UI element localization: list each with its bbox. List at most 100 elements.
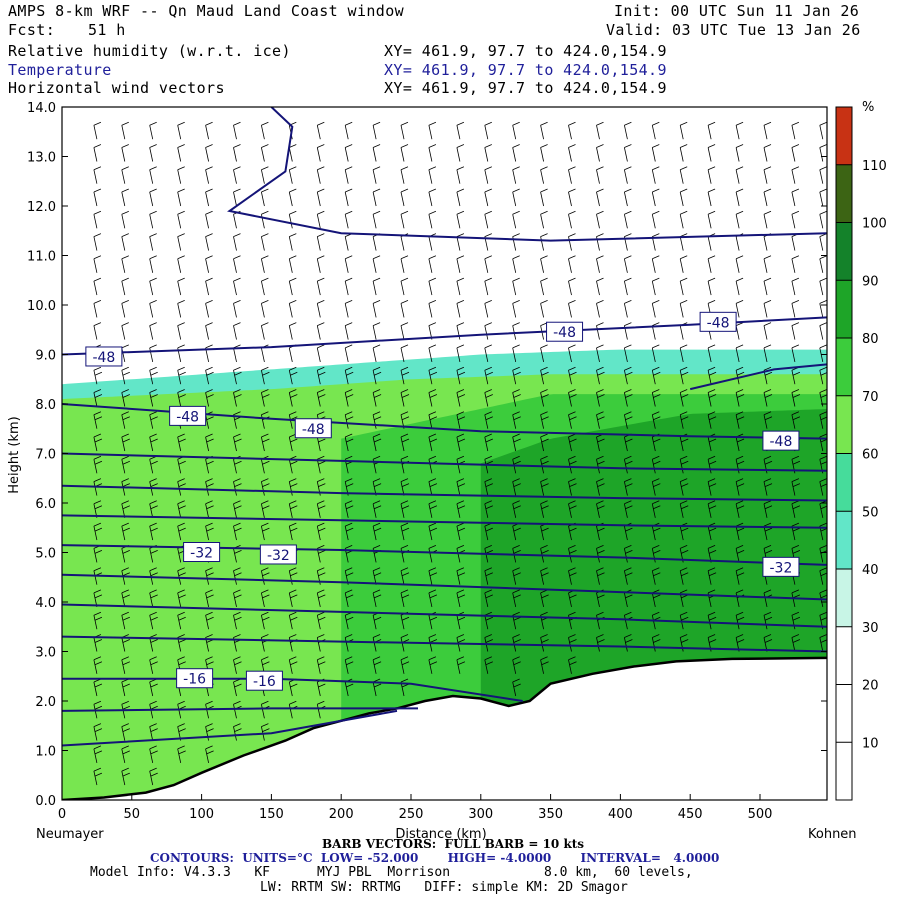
wind-barb — [679, 210, 688, 229]
wind-barb — [512, 344, 520, 362]
valid-time: Valid: 03 UTC Tue 13 Jan 26 — [606, 21, 861, 39]
wind-barb — [624, 300, 632, 318]
wind-barb — [568, 277, 576, 296]
wind-barb — [540, 210, 548, 229]
wind-barb — [735, 522, 745, 541]
wind-barb — [428, 389, 438, 407]
model-info: Model Info: V4.3.3 KF MYJ PBL Morrison 8… — [90, 865, 693, 880]
wind-barb — [568, 188, 576, 207]
wind-barb — [651, 634, 661, 652]
y-tick-label: 0.0 — [35, 794, 56, 809]
wind-barb — [177, 210, 185, 229]
wind-barb — [177, 634, 186, 652]
wind-barb — [121, 210, 129, 229]
wind-barb — [261, 255, 269, 273]
rh-shading — [62, 349, 827, 800]
wind-barb — [624, 455, 633, 474]
wind-barb — [121, 656, 130, 674]
wind-barb — [372, 522, 382, 541]
wind-barb — [121, 700, 130, 719]
wind-barb — [233, 478, 242, 496]
terrain-fill — [62, 657, 827, 800]
wind-barb — [484, 611, 493, 630]
wind-barb — [400, 433, 410, 452]
wind-barb — [651, 233, 660, 251]
wind-barb — [93, 656, 103, 674]
wind-barb — [261, 233, 269, 251]
wind-barb — [149, 210, 157, 229]
wind-barb — [400, 389, 410, 407]
wind-barb — [233, 322, 241, 340]
wind-barb — [456, 656, 466, 674]
wind-barb — [512, 121, 520, 140]
wind-barb — [596, 166, 604, 184]
wind-barb — [512, 678, 521, 697]
wind-barb — [316, 121, 325, 140]
terrain — [62, 656, 827, 800]
wind-barb — [233, 389, 242, 407]
wind-barb — [93, 300, 102, 318]
wind-barb — [344, 589, 354, 607]
wind-barb — [568, 121, 576, 140]
y-axis-label: Height (km) — [7, 416, 22, 493]
wind-barb — [651, 545, 661, 563]
wind-barb — [372, 233, 381, 251]
wind-barb — [149, 300, 157, 318]
wind-barb — [372, 500, 382, 518]
wind-barb — [316, 255, 325, 273]
wind-barb — [456, 500, 466, 518]
wind-barb — [205, 210, 213, 229]
wind-barb — [540, 144, 548, 162]
wind-barb — [205, 344, 213, 362]
wind-barb — [651, 500, 661, 518]
wind-barb — [149, 144, 157, 162]
contour-label-box — [294, 418, 332, 439]
field-xy-rh: XY= 461.9, 97.7 to 424.0,154.9 — [384, 42, 667, 60]
colorbar-unit: % — [862, 100, 874, 115]
wind-barb — [177, 322, 185, 340]
wind-barb — [596, 478, 605, 496]
wind-barb — [428, 210, 437, 229]
wind-barb — [512, 144, 520, 162]
wind-barb — [261, 500, 270, 518]
wind-barb — [372, 344, 381, 362]
wind-barb — [484, 567, 493, 585]
wind-barb — [484, 255, 492, 273]
y-tick-label: 11.0 — [27, 250, 56, 265]
wind-barb — [484, 277, 492, 296]
y-tick-label: 8.0 — [35, 398, 56, 413]
wind-barb — [149, 611, 158, 630]
colorbar-segment — [836, 684, 852, 743]
wind-barb — [121, 745, 130, 763]
wind-barb — [791, 478, 801, 496]
wind-barb — [372, 322, 381, 340]
wind-barb — [428, 500, 438, 518]
contour-label: -16 — [183, 672, 206, 688]
wind-barb — [791, 210, 800, 229]
colorbar-label: 50 — [862, 505, 879, 520]
wind-barb — [93, 611, 103, 630]
wind-barb — [484, 589, 493, 607]
temperature-contour — [689, 363, 827, 391]
wind-barb — [316, 455, 326, 474]
wind-barb — [540, 478, 549, 496]
wind-barb — [372, 255, 381, 273]
wind-barb — [512, 233, 520, 251]
wind-barb — [428, 121, 437, 140]
wind-barb — [679, 411, 689, 429]
wind-barb — [596, 300, 604, 318]
contour-label-box — [85, 346, 123, 367]
wind-barb — [233, 233, 241, 251]
wind-barb — [149, 700, 158, 719]
wind-barb — [596, 210, 604, 229]
wind-barb — [93, 121, 102, 140]
wind-barb — [624, 166, 632, 184]
wind-barb — [177, 611, 186, 630]
wind-barb — [93, 745, 103, 763]
contour-label: -32 — [769, 560, 792, 576]
wind-barb — [512, 500, 521, 518]
wind-barb — [707, 344, 716, 362]
wind-barb — [456, 411, 466, 429]
wind-barbs — [93, 121, 827, 786]
wind-barb — [288, 389, 298, 407]
